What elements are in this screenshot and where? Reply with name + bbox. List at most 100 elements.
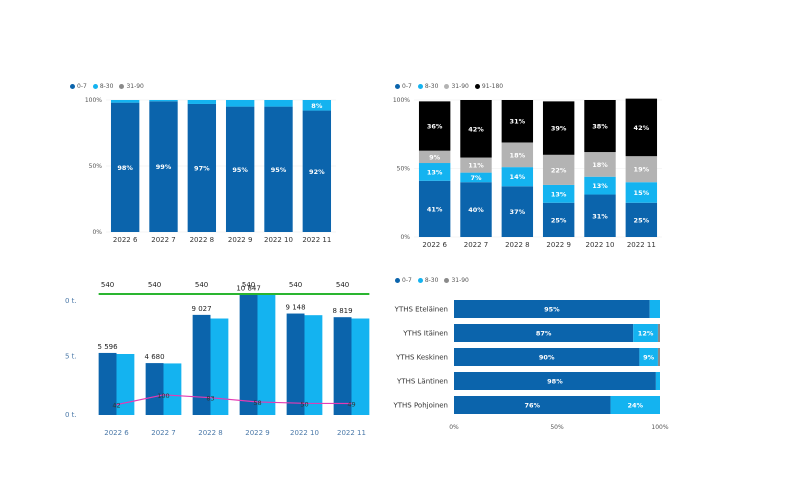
data-label: 38% [592, 123, 608, 131]
x-tick-label: 2022 9 [245, 429, 270, 437]
bar-segment [110, 102, 140, 232]
chart-2-panel: 0-7 8-30 31-90 91-180 100% 50% 0% 41% 13% 9% 3… [390, 80, 680, 255]
y-tick-label: 0 t. [65, 411, 77, 419]
data-label: 14% [510, 173, 526, 181]
bar [257, 294, 276, 415]
category-label: YTHS Keskinen [395, 354, 448, 362]
x-tick-label: 2022 6 [113, 236, 138, 244]
legend-label: 0-7 [77, 83, 87, 90]
line-pink-label: 100 [157, 392, 169, 400]
legend-item: 8-30 [92, 83, 114, 90]
y-tick-label: 50% [397, 166, 411, 173]
bar-segment [149, 100, 178, 102]
bar-segment [584, 100, 616, 153]
category-label: YTHS Pohjoinen [392, 402, 448, 410]
chart-4-panel: 0-7 8-30 31-90 95% YTHS Eteläinen 87% 12% YT… [390, 275, 680, 445]
y-tick-label: 0 t. [65, 297, 77, 305]
bar [351, 318, 370, 415]
data-label: 8 819 [333, 307, 353, 315]
chart-3-panel: 0 t. 5 t. 0 t. 5 596 2022 6 4 680 2022 7 9 027 2… [55, 275, 385, 450]
line-pink-label: 58 [253, 399, 261, 407]
bar-segment [418, 180, 451, 237]
data-label: 18% [592, 161, 608, 169]
data-label: 9 027 [192, 305, 212, 313]
x-tick-label: 2022 9 [228, 236, 253, 244]
data-label: 18% [510, 151, 526, 159]
x-tick-label: 2022 7 [151, 236, 176, 244]
data-label: 8% [311, 102, 323, 110]
data-label: 10 847 [236, 285, 261, 293]
bar-segment [584, 176, 616, 195]
bar-segment [657, 324, 660, 342]
chart-4: 95% YTHS Eteläinen 87% 12% YTHS Itäinen 90% 9%… [392, 300, 669, 431]
x-tick-label: 100% [651, 424, 668, 431]
bar [145, 363, 164, 415]
x-tick-label: 2022 10 [264, 236, 293, 244]
legend-item: 0-7 [395, 83, 412, 90]
bar-segment [454, 396, 611, 414]
line-pink-label: 49 [347, 400, 355, 408]
data-label: 31% [510, 118, 526, 126]
line-top-label: 540 [148, 281, 161, 289]
legend-label: 8-30 [424, 83, 439, 90]
x-tick-label: 2022 8 [505, 241, 530, 249]
legend-label: 31-90 [126, 83, 144, 90]
data-label: 87% [536, 330, 552, 338]
bar [116, 354, 135, 415]
bar [286, 313, 305, 415]
data-label: 25% [634, 216, 650, 224]
legend-label: 31-90 [451, 277, 469, 284]
data-label: 22% [551, 166, 567, 174]
chart-4-legend: 0-7 8-30 31-90 [395, 277, 469, 284]
line-pink-label: 42 [112, 402, 120, 410]
bar-segment [264, 106, 293, 232]
bar-segment [625, 202, 658, 237]
bar [333, 317, 352, 415]
bar-segment [454, 300, 650, 318]
y-tick-label: 5 t. [65, 352, 77, 360]
bar-segment [418, 150, 451, 164]
x-tick-label: 0% [449, 424, 459, 431]
legend-label: 8-30 [99, 83, 114, 90]
bar-segment [418, 101, 451, 151]
legend-label: 0-7 [402, 277, 412, 284]
data-label: 95% [271, 166, 287, 174]
bar [163, 363, 182, 415]
bar-segment [225, 106, 255, 232]
legend-item: 8-30 [417, 277, 438, 284]
y-tick-label: 0% [92, 229, 102, 236]
chart-3: 0 t. 5 t. 0 t. 5 596 2022 6 4 680 2022 7 9 027 2… [65, 281, 370, 437]
x-tick-label: 2022 8 [198, 429, 223, 437]
data-label: 98% [117, 164, 133, 172]
y-tick-label: 100% [85, 97, 102, 104]
legend-item: 0-7 [395, 277, 412, 284]
bar [304, 315, 323, 415]
x-tick-label: 2022 10 [586, 241, 615, 249]
data-label: 40% [468, 206, 484, 214]
data-label: 95% [232, 166, 248, 174]
legend-item: 0-7 [70, 83, 87, 90]
bar-segment [460, 172, 492, 183]
bar-segment [649, 300, 660, 318]
bar-segment [501, 186, 534, 237]
data-label: 92% [309, 168, 325, 176]
x-tick-label: 50% [550, 424, 564, 431]
bar-segment [639, 348, 658, 366]
legend-item: 31-90 [444, 83, 469, 90]
legend-item: 31-90 [444, 277, 469, 284]
bar-segment [302, 100, 332, 111]
bar-segment [625, 98, 658, 157]
data-label: 76% [524, 402, 540, 410]
bar-segment [625, 156, 658, 183]
legend-item: 31-90 [119, 83, 144, 90]
data-label: 36% [427, 123, 443, 131]
data-label: 42% [468, 125, 484, 133]
line-pink-label: 50 [300, 400, 308, 408]
data-label: 41% [427, 205, 443, 213]
data-label: 12% [638, 330, 654, 338]
bar-segment [625, 182, 658, 203]
bar-segment [584, 152, 616, 177]
x-tick-label: 2022 10 [290, 429, 319, 437]
bar-segment [501, 100, 534, 143]
data-label: 90% [539, 354, 555, 362]
